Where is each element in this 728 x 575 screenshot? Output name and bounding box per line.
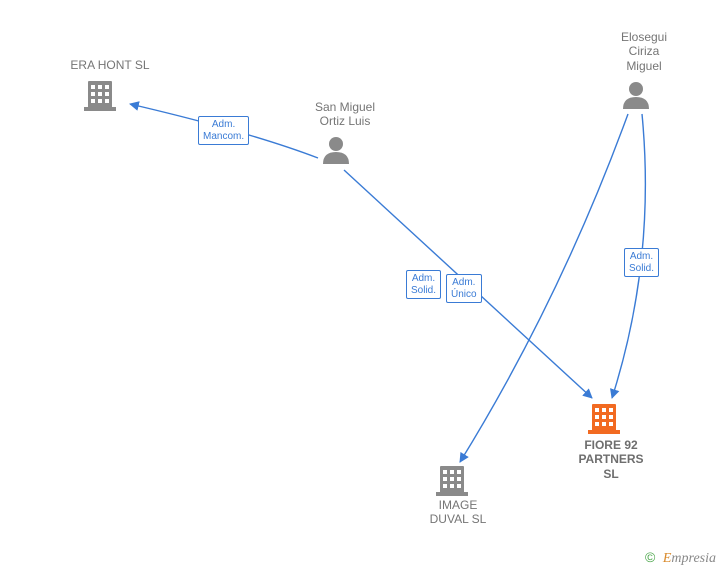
watermark-brand-rest: mpresia <box>671 551 716 566</box>
node-label: IMAGE DUVAL SL <box>418 498 498 527</box>
building-icon <box>84 81 116 111</box>
edge-label: Adm. Solid. <box>624 248 659 277</box>
edge-label: Adm. Único <box>446 274 482 303</box>
building-icon <box>436 466 468 496</box>
node-label: FIORE 92 PARTNERS SL <box>566 438 656 481</box>
network-diagram: © Empresia ERA HONT SL San Miguel Ortiz L… <box>0 0 728 575</box>
node-label: Elosegui Ciriza Miguel <box>604 30 684 73</box>
person-icon <box>323 137 349 164</box>
building-icon <box>588 404 620 434</box>
edge-label: Adm. Solid. <box>406 270 441 299</box>
node-label: ERA HONT SL <box>60 58 160 72</box>
edge-label: Adm. Mancom. <box>198 116 249 145</box>
network-svg <box>0 0 728 575</box>
watermark: © Empresia <box>645 549 716 567</box>
node-label: San Miguel Ortiz Luis <box>300 100 390 129</box>
person-icon <box>623 82 649 109</box>
copyright-symbol: © <box>645 549 655 565</box>
